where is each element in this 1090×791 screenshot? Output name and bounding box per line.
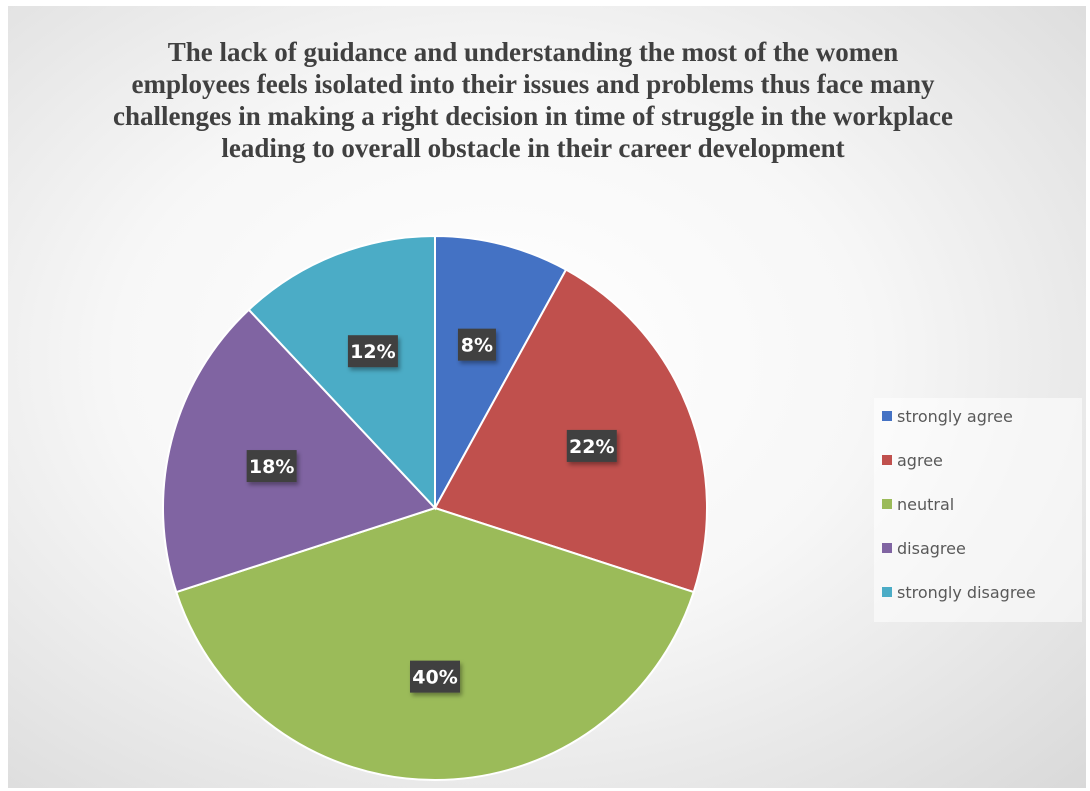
legend-label: disagree xyxy=(897,538,966,558)
legend-swatch xyxy=(882,411,892,421)
legend-label: strongly agree xyxy=(897,406,1013,426)
legend-item-strongly-disagree: strongly disagree xyxy=(882,580,1036,604)
legend-item-strongly-agree: strongly agree xyxy=(882,404,1013,428)
svg-text:18%: 18% xyxy=(249,456,294,478)
pie-chart: 8% 22% 40% 18% 12% xyxy=(162,234,708,781)
svg-text:8%: 8% xyxy=(461,335,493,357)
pie-slice-disagree xyxy=(162,308,437,594)
pie-slice-neutral xyxy=(175,506,695,781)
pie-slice-strongly-disagree xyxy=(247,234,436,511)
legend-swatch xyxy=(882,587,892,597)
data-label-agree: 22% xyxy=(566,429,617,462)
legend-swatch xyxy=(882,455,892,465)
legend-swatch xyxy=(882,543,892,553)
legend-item-agree: agree xyxy=(882,448,943,472)
legend-item-neutral: neutral xyxy=(882,492,954,516)
svg-text:22%: 22% xyxy=(569,436,614,458)
legend-label: agree xyxy=(897,450,943,470)
svg-text:12%: 12% xyxy=(350,341,395,363)
svg-text:40%: 40% xyxy=(412,667,457,689)
legend-label: neutral xyxy=(897,494,955,514)
chart-area: The lack of guidance and understanding t… xyxy=(8,6,1086,788)
data-label-disagree: 18% xyxy=(246,450,297,483)
legend-label: strongly disagree xyxy=(897,582,1036,602)
data-label-strongly-disagree: 12% xyxy=(347,335,398,368)
data-label-strongly-agree: 8% xyxy=(457,328,496,361)
chart-legend: strongly agree agree neutral disagree strong… xyxy=(874,398,1082,622)
chart-title: The lack of guidance and understanding t… xyxy=(113,37,953,163)
pie-slice-strongly-agree xyxy=(434,234,568,509)
legend-item-disagree: disagree xyxy=(882,536,966,560)
data-label-neutral: 40% xyxy=(410,660,460,693)
legend-swatch xyxy=(882,499,892,509)
